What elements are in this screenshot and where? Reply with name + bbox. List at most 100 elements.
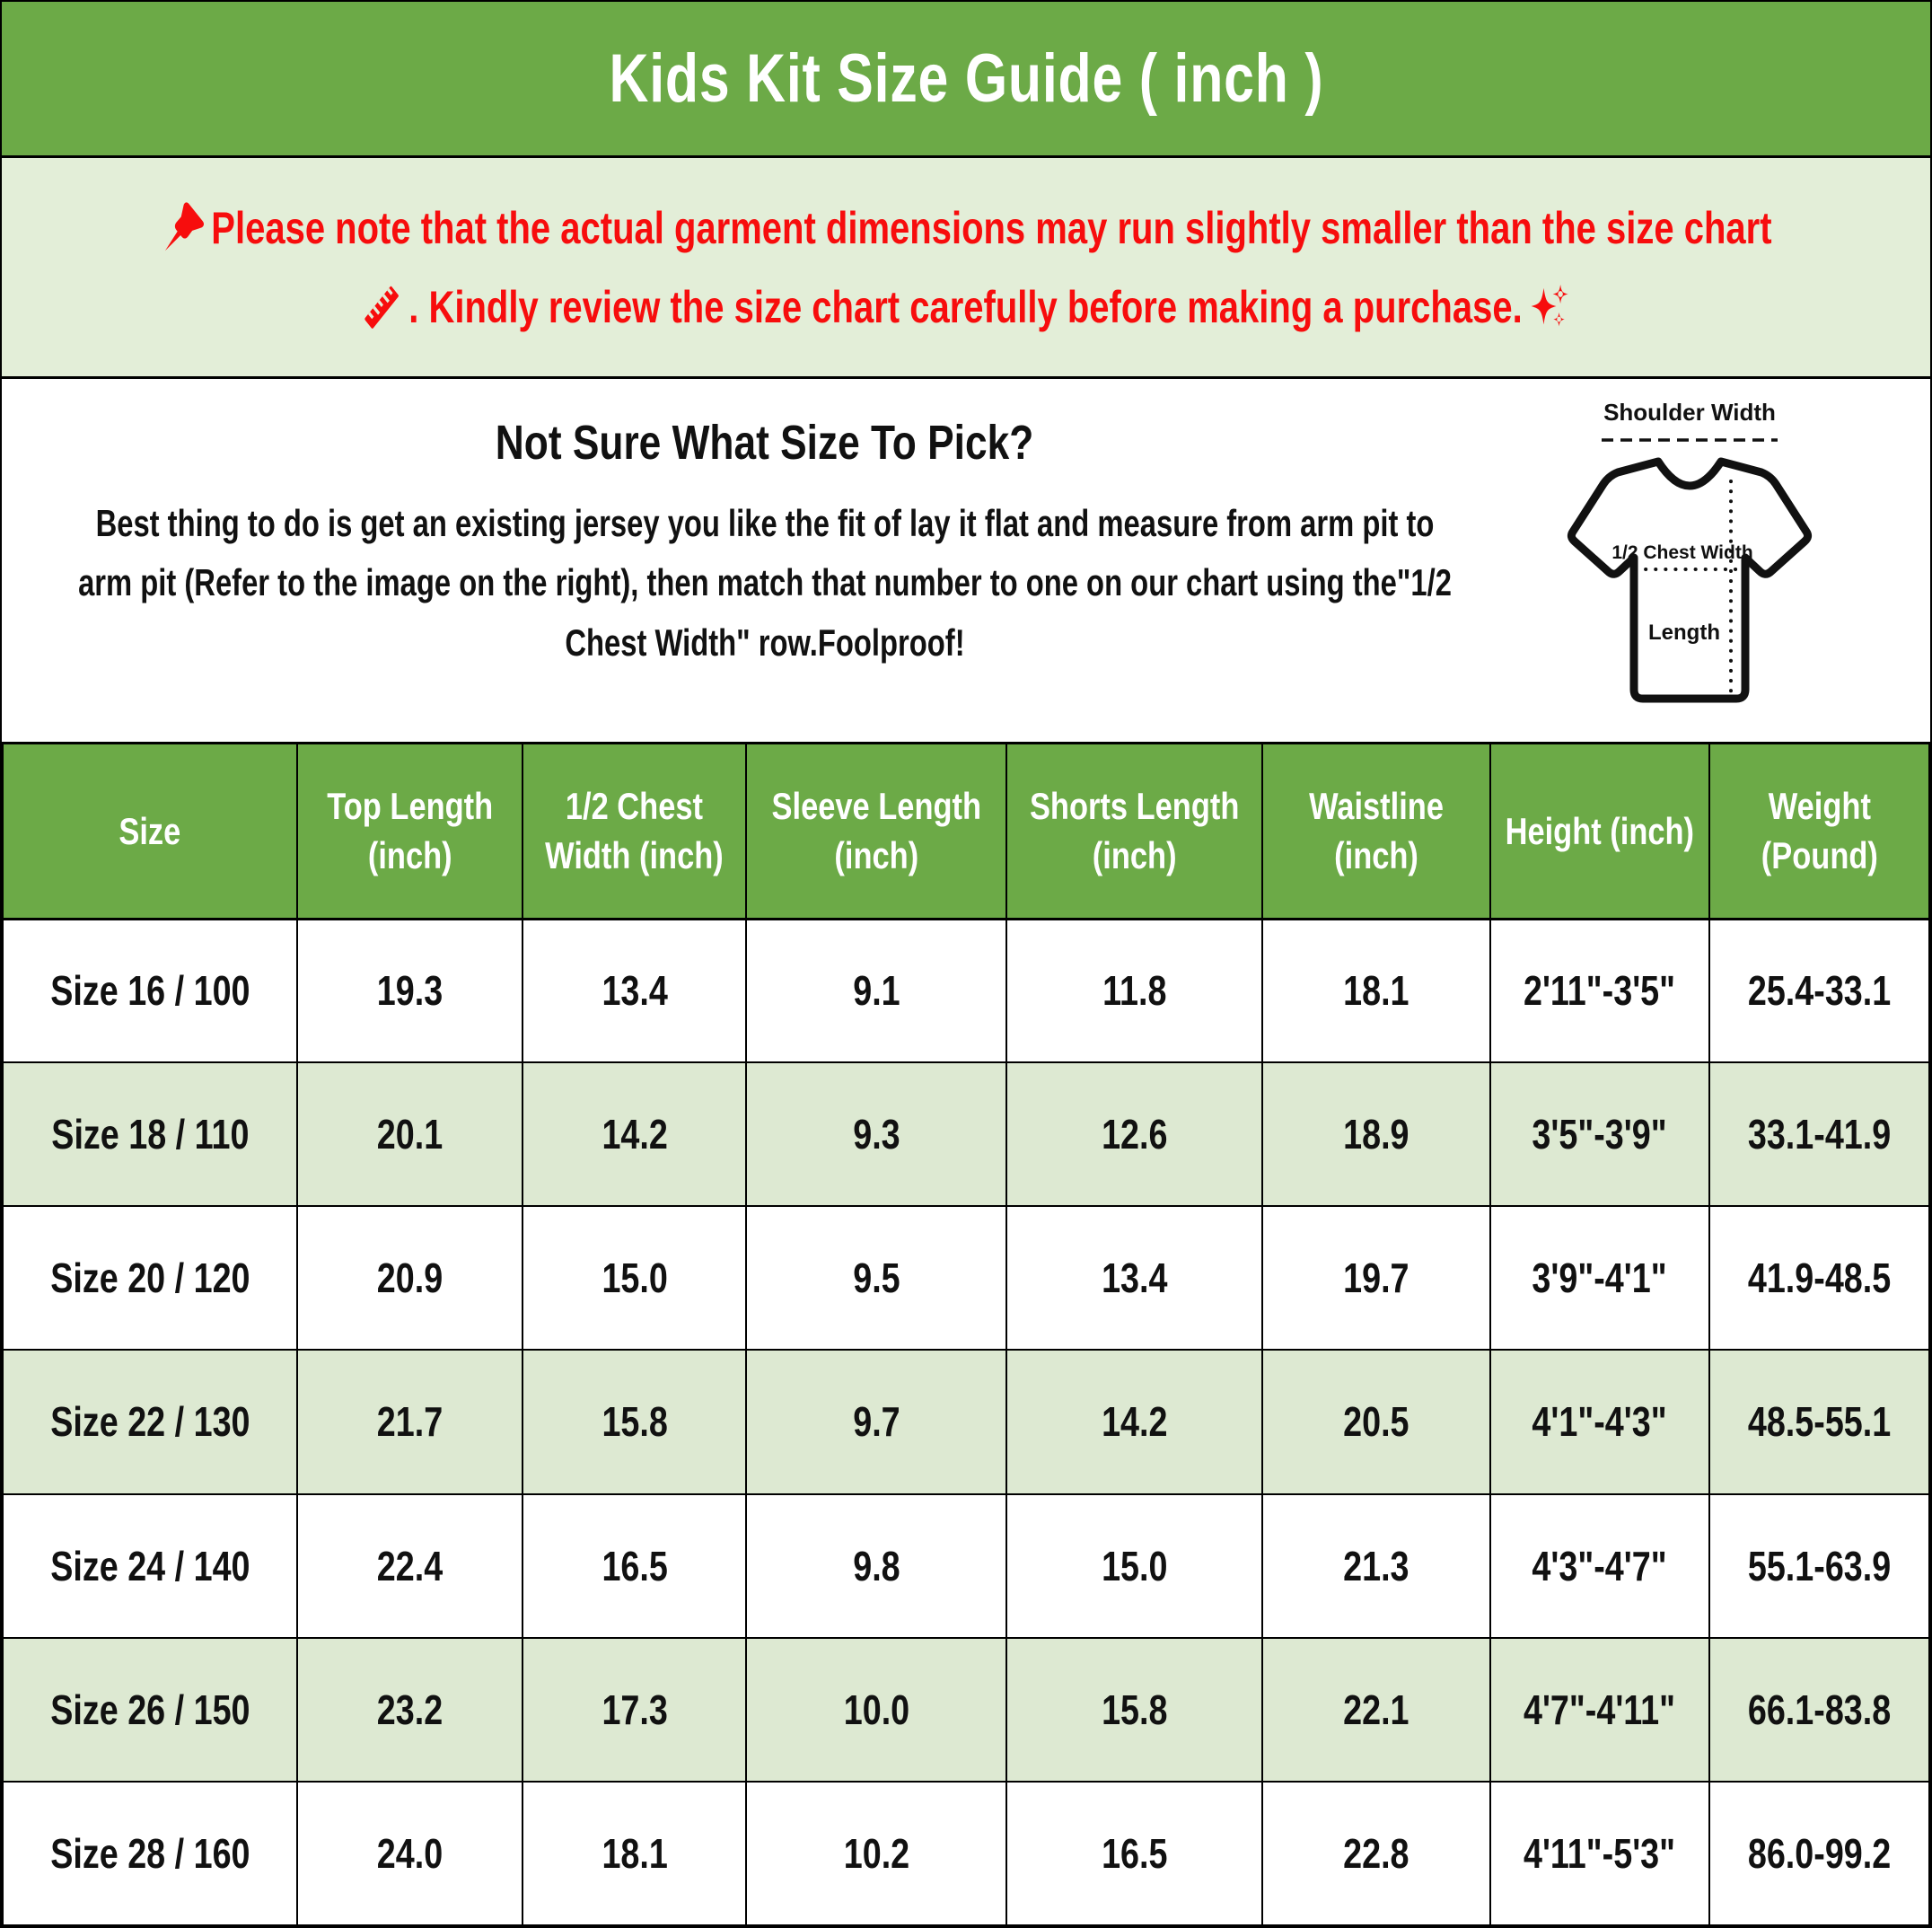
cell-text: 9.1 — [852, 967, 900, 1015]
cell-text: 13.4 — [1102, 1255, 1168, 1302]
value-cell: 9.5 — [745, 1205, 1008, 1351]
cell-text: 2'11"-3'5" — [1524, 967, 1676, 1015]
cell-text: 15.0 — [602, 1255, 668, 1302]
column-header: Height (inch) — [1489, 744, 1711, 920]
size-row: Size 18 / 110 20.1 14.2 9.3 12.6 18.9 3'5"-3'9… — [2, 1061, 1930, 1208]
cell-text: 55.1-63.9 — [1747, 1542, 1892, 1589]
cell-text: 4'7"-4'11" — [1524, 1686, 1676, 1733]
pushpin-icon — [164, 201, 204, 251]
cell-text: 22.1 — [1343, 1686, 1409, 1733]
value-cell: 19.3 — [296, 917, 524, 1064]
cell-text: 18.1 — [1343, 967, 1409, 1015]
cell-text: 16.5 — [1102, 1829, 1168, 1877]
value-cell: 10.2 — [745, 1780, 1008, 1926]
cell-text: 4'3"-4'7" — [1532, 1542, 1668, 1589]
size-cell: Size 16 / 100 — [2, 917, 299, 1064]
cell-text: 18.9 — [1343, 1111, 1409, 1158]
column-header-label: Top Length (inch) — [327, 784, 494, 877]
sizing-help-section: Not Sure What Size To Pick? Best thing t… — [2, 379, 1930, 744]
value-cell: 24.0 — [296, 1780, 524, 1926]
value-cell: 16.5 — [1006, 1780, 1264, 1926]
shoulder-width-label: Shoulder Width — [1603, 399, 1776, 426]
cell-text: 14.2 — [602, 1111, 668, 1158]
value-cell: 9.1 — [745, 917, 1008, 1064]
value-cell: 86.0-99.2 — [1708, 1780, 1930, 1926]
cell-text: Size 16 / 100 — [50, 967, 250, 1015]
cell-text: Size 28 / 160 — [50, 1829, 250, 1877]
cell-text: 3'5"-3'9" — [1532, 1111, 1668, 1158]
value-cell: 48.5-55.1 — [1708, 1349, 1930, 1495]
cell-text: 20.9 — [377, 1255, 443, 1302]
value-cell: 19.7 — [1261, 1205, 1491, 1351]
cell-text: 9.3 — [852, 1111, 900, 1158]
cell-text: Size 24 / 140 — [50, 1542, 250, 1589]
cell-text: 13.4 — [602, 967, 668, 1015]
page-title: Kids Kit Size Guide ( inch ) — [609, 40, 1323, 117]
value-cell: 3'9"-4'1" — [1489, 1205, 1711, 1351]
value-cell: 15.0 — [1006, 1492, 1264, 1639]
column-header-label: Height (inch) — [1505, 809, 1695, 852]
value-cell: 18.1 — [1261, 917, 1491, 1064]
cell-text: 15.8 — [1102, 1686, 1168, 1733]
value-cell: 22.4 — [296, 1492, 524, 1639]
cell-text: 86.0-99.2 — [1747, 1829, 1892, 1877]
value-cell: 21.7 — [296, 1349, 524, 1495]
value-cell: 41.9-48.5 — [1708, 1205, 1930, 1351]
cell-text: 9.7 — [852, 1398, 900, 1446]
cell-text: 10.2 — [843, 1829, 909, 1877]
value-cell: 20.1 — [296, 1061, 524, 1208]
size-table: Size Top Length (inch) 1/2 Chest Width (in… — [2, 744, 1930, 1926]
cell-text: 4'11"-5'3" — [1524, 1829, 1676, 1877]
title-band: Kids Kit Size Guide ( inch ) — [2, 2, 1930, 158]
length-label: Length — [1648, 621, 1720, 645]
value-cell: 4'7"-4'11" — [1489, 1636, 1711, 1783]
cell-text: 18.1 — [602, 1829, 668, 1877]
cell-text: 9.5 — [852, 1255, 900, 1302]
column-header-label: Shorts Length (inch) — [1030, 784, 1240, 877]
value-cell: 13.4 — [1006, 1205, 1264, 1351]
column-header-label: 1/2 Chest Width (inch) — [545, 784, 724, 877]
column-header: Waistline (inch) — [1261, 744, 1491, 920]
value-cell: 22.8 — [1261, 1780, 1491, 1926]
cell-text: 19.7 — [1343, 1255, 1409, 1302]
value-cell: 33.1-41.9 — [1708, 1061, 1930, 1208]
cell-text: 15.0 — [1102, 1542, 1168, 1589]
value-cell: 4'3"-4'7" — [1489, 1492, 1711, 1639]
column-header-label: Waistline (inch) — [1309, 784, 1445, 877]
value-cell: 14.2 — [1006, 1349, 1264, 1495]
cell-text: 20.5 — [1343, 1398, 1409, 1446]
value-cell: 11.8 — [1006, 917, 1264, 1064]
value-cell: 25.4-33.1 — [1708, 917, 1930, 1064]
value-cell: 10.0 — [745, 1636, 1008, 1783]
value-cell: 15.0 — [522, 1205, 748, 1351]
value-cell: 23.2 — [296, 1636, 524, 1783]
notice-line-2: . Kindly review the size chart carefully… — [360, 279, 1573, 335]
value-cell: 12.6 — [1006, 1061, 1264, 1208]
size-row: Size 20 / 120 20.9 15.0 9.5 13.4 19.7 3'9"-4'1… — [2, 1205, 1930, 1351]
value-cell: 9.3 — [745, 1061, 1008, 1208]
size-cell: Size 28 / 160 — [2, 1780, 299, 1926]
table-body: Size 16 / 100 19.3 13.4 9.1 11.8 18.1 2'11"-3'… — [2, 917, 1930, 1926]
value-cell: 17.3 — [522, 1636, 748, 1783]
size-row: Size 22 / 130 21.7 15.8 9.7 14.2 20.5 4'1"-4'3… — [2, 1349, 1930, 1495]
value-cell: 15.8 — [522, 1349, 748, 1495]
cell-text: 17.3 — [602, 1686, 668, 1733]
value-cell: 2'11"-3'5" — [1489, 917, 1711, 1064]
column-header: Shorts Length (inch) — [1006, 744, 1264, 920]
notice-text: . Kindly review the size chart carefully… — [408, 281, 1523, 332]
column-header: Top Length (inch) — [296, 744, 524, 920]
cell-text: 21.3 — [1343, 1542, 1409, 1589]
cell-text: 22.4 — [377, 1542, 443, 1589]
notice-line-1: Please note that the actual garment dime… — [161, 200, 1771, 256]
cell-text: 14.2 — [1102, 1398, 1168, 1446]
column-header: Weight (Pound) — [1708, 744, 1930, 920]
ruler-icon — [364, 286, 399, 329]
value-cell: 18.9 — [1261, 1061, 1491, 1208]
cell-text: 12.6 — [1102, 1111, 1168, 1158]
half-chest-width-label: 1/2 Chest Width — [1611, 542, 1752, 563]
cell-text: 22.8 — [1343, 1829, 1409, 1877]
value-cell: 9.8 — [745, 1492, 1008, 1639]
tshirt-outline — [1567, 457, 1813, 703]
column-header-label: Sleeve Length (inch) — [771, 784, 981, 877]
